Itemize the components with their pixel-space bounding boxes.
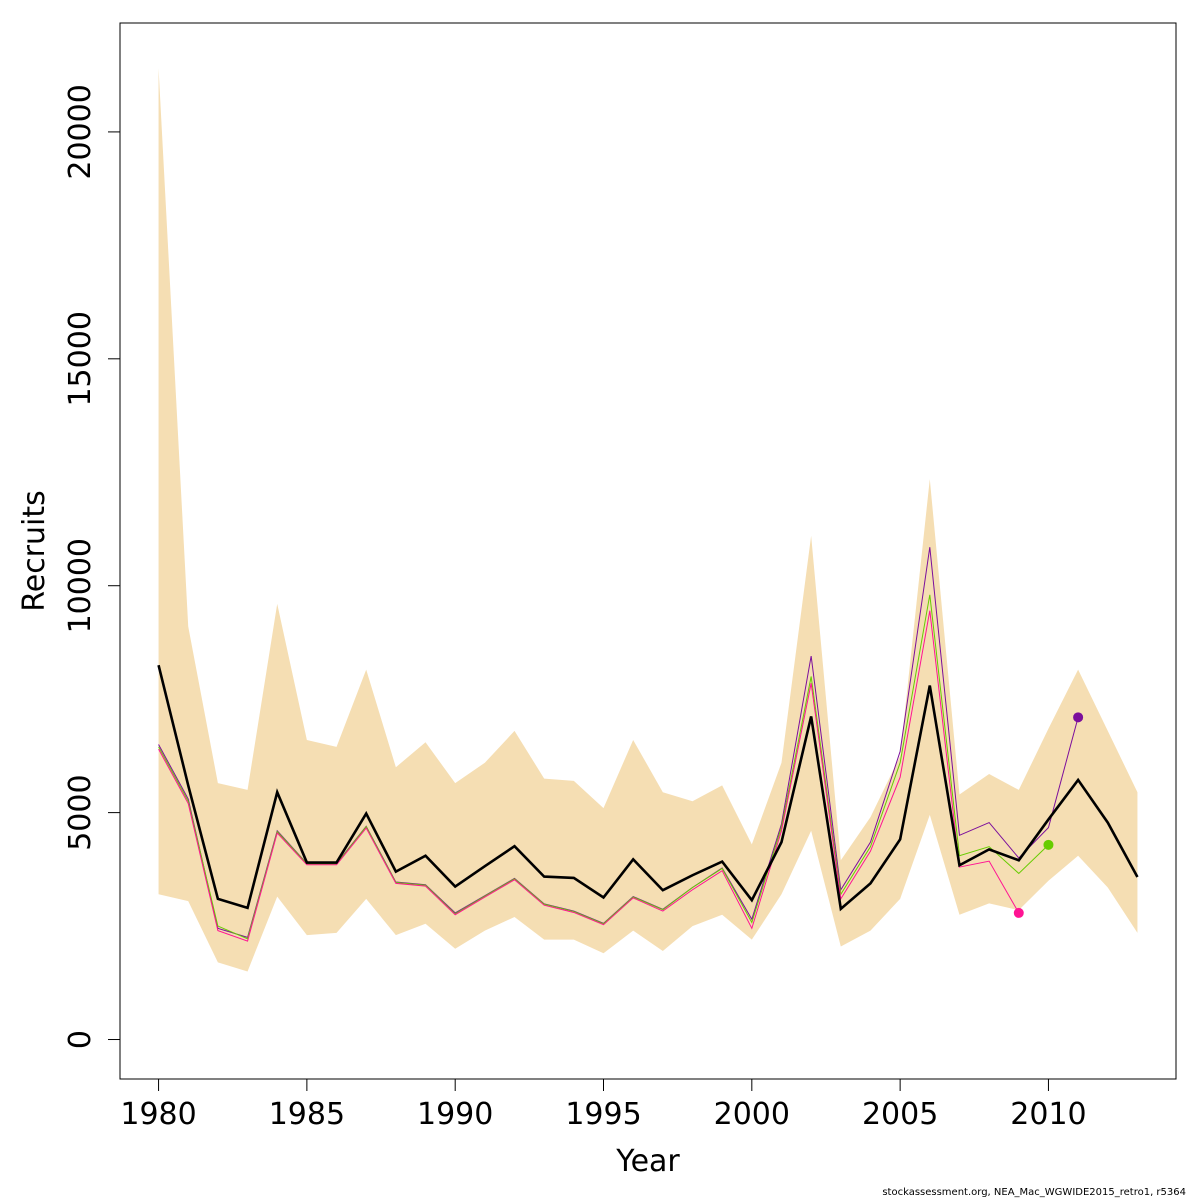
y-tick-label: 20000 (63, 84, 98, 179)
series-endpoint-retro-2011 (1073, 712, 1084, 723)
series-line-retro-2010 (158, 594, 1049, 940)
x-tick-label: 1990 (417, 1097, 493, 1132)
series-endpoint-retro-2010 (1043, 839, 1054, 850)
y-tick-label: 15000 (63, 311, 98, 406)
confidence-band (158, 68, 1138, 972)
y-axis-title: Recruits (17, 490, 52, 612)
y-tick-label: 0 (63, 1030, 98, 1049)
x-tick-label: 1995 (565, 1097, 641, 1132)
series-layer (157, 547, 1139, 942)
source-credit: stockassessment.org, NEA_Mac_WGWIDE2015_… (882, 1187, 1186, 1198)
x-tick-label: 2000 (714, 1097, 790, 1132)
x-tick-label: 1980 (120, 1097, 196, 1132)
axes-layer: 1980 1985 1990 1995 2000 2005 2010 0 5000 10000 15… (63, 84, 1087, 1132)
x-tick-label: 1985 (269, 1097, 345, 1132)
x-tick-label: 2010 (1010, 1097, 1086, 1132)
x-tick-label: 2005 (862, 1097, 938, 1132)
series-endpoint-retro-2009 (1013, 907, 1024, 918)
x-axis-title: Year (615, 1144, 680, 1179)
y-tick-label: 10000 (63, 538, 98, 633)
confidence-band-layer (158, 68, 1138, 972)
series-line-retro-2009 (158, 610, 1020, 942)
series-line-main (157, 664, 1139, 912)
y-tick-label: 5000 (63, 774, 98, 850)
